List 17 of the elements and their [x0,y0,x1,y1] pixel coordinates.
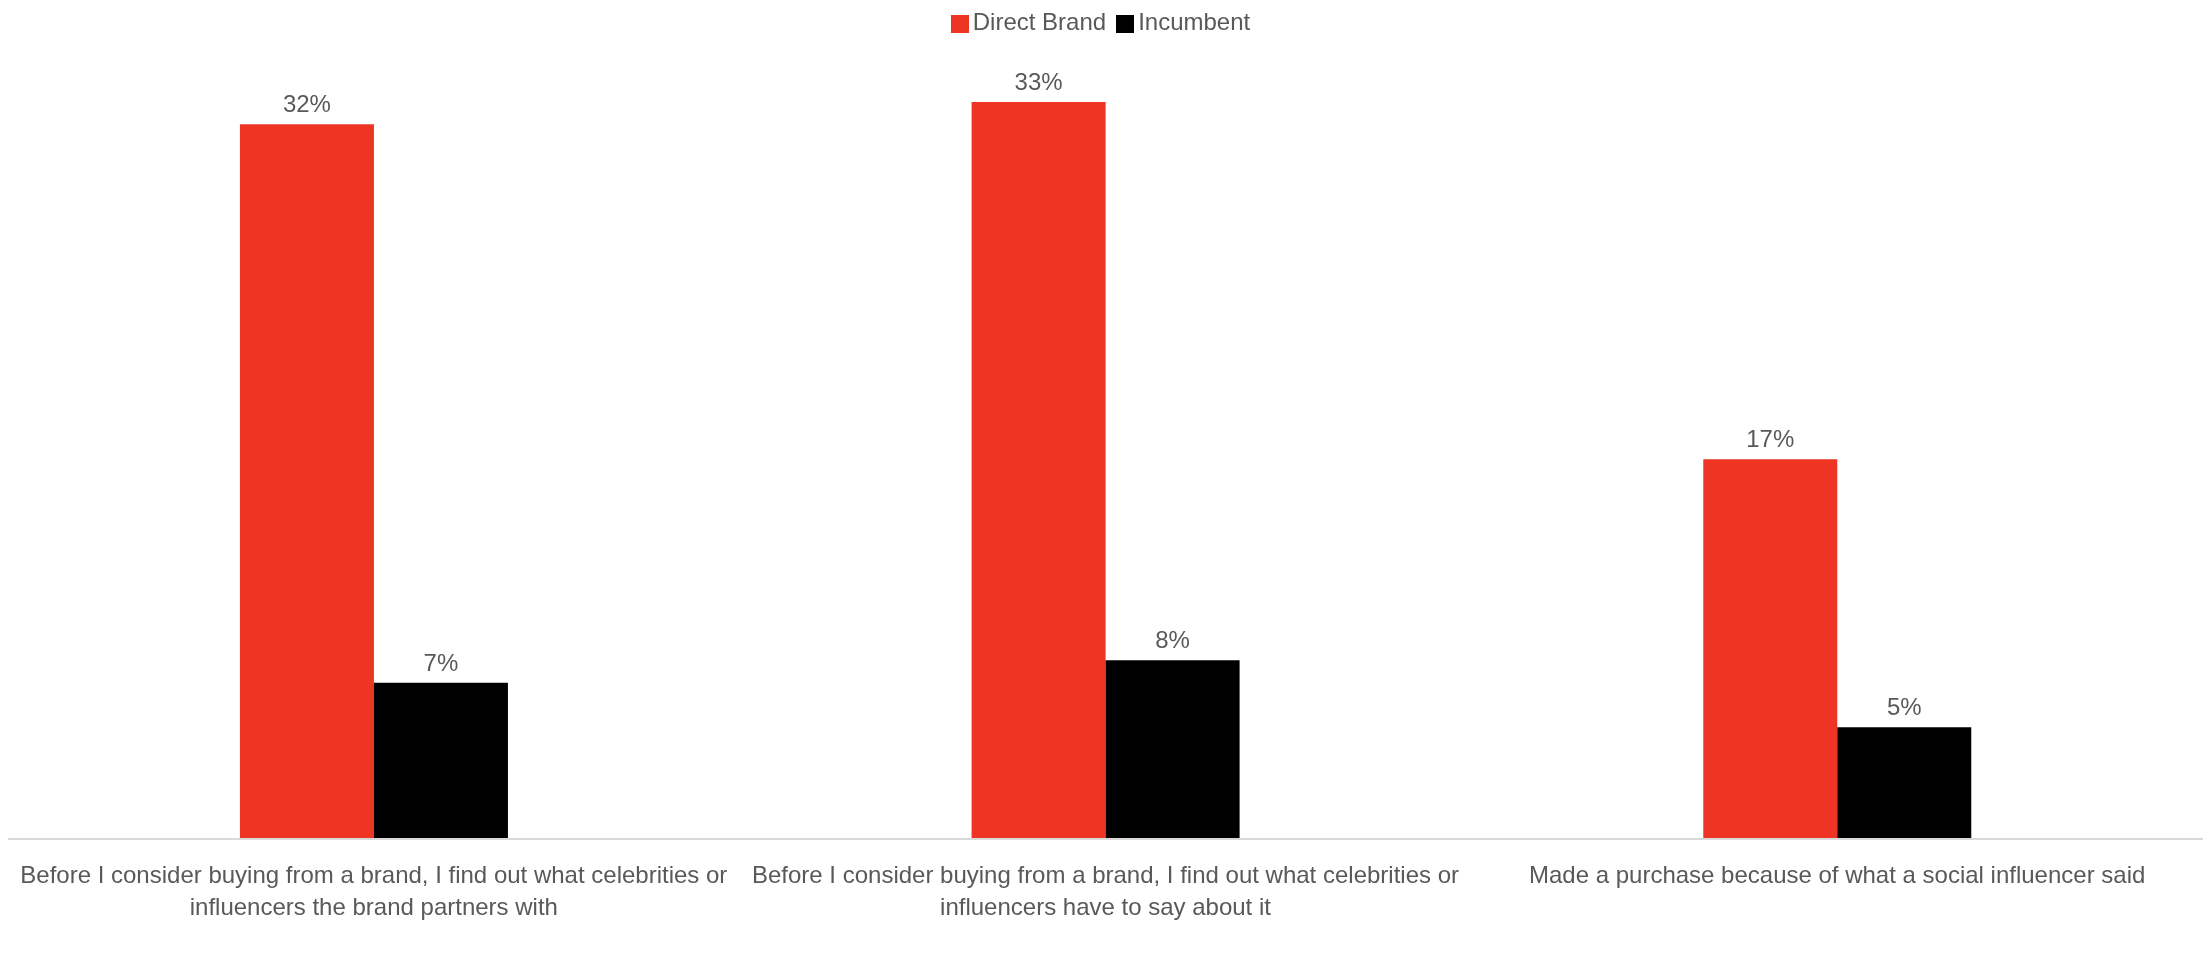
data-label: 5% [1886,693,1922,721]
legend-label: Incumbent [1138,8,1251,35]
data-label: 8% [1155,626,1190,654]
data-label: 33% [1014,68,1063,95]
bar [373,682,508,839]
x-tick-label: Before I consider buying from a brand, I find out what celebrities or influencers the brand partners with [20,860,728,920]
bar [1105,660,1240,839]
legend-label: Direct Brand [972,8,1107,35]
bar [1837,727,1972,839]
data-label: 7% [423,648,459,676]
x-tick-label: Made a purchase because of what a social influencer said [1528,860,2146,888]
x-tick-label: Before I consider buying from a brand, I find out what celebrities or influencers have to say about it [751,860,1460,920]
bar [239,124,374,839]
data-label: 32% [282,90,331,118]
bar [1703,459,1838,839]
data-label: 17% [1746,425,1795,453]
bar [971,102,1106,839]
